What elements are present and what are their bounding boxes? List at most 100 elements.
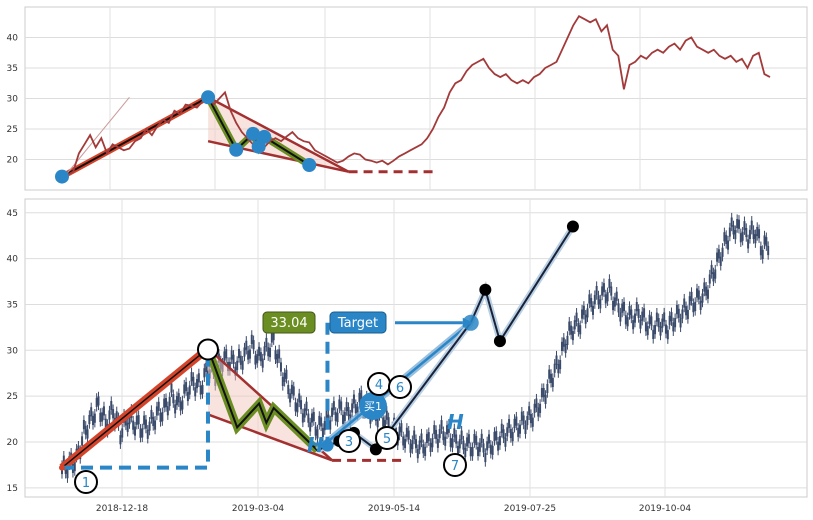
candle-body (710, 264, 713, 275)
candle-body (540, 388, 543, 398)
candle-body (146, 429, 149, 439)
candle-body (269, 347, 272, 358)
candle-body (679, 318, 682, 328)
candle-body (427, 432, 430, 442)
candle-body (637, 308, 640, 319)
candle-body (438, 429, 441, 439)
candle-body (203, 368, 206, 378)
candle-body (732, 225, 735, 235)
price-box: 33.04 (262, 311, 316, 334)
candle-body (688, 296, 691, 306)
candle-body (141, 428, 144, 438)
bottom-breakout-point (321, 439, 334, 452)
candle-body (194, 387, 197, 397)
candle-body (290, 384, 293, 394)
candle-body (185, 382, 188, 392)
candle-body (734, 230, 737, 240)
candle-body (533, 403, 536, 413)
candle-body (168, 396, 171, 407)
candle-body (495, 430, 498, 441)
candle-body (279, 362, 282, 372)
candle-body (592, 305, 594, 315)
candle-body (433, 425, 436, 435)
candle-body (424, 446, 427, 456)
candle-body (239, 355, 242, 365)
candle-body (573, 320, 576, 330)
candle-body (566, 335, 569, 346)
candle-body (416, 449, 419, 459)
candle-body (230, 350, 233, 360)
candle-body (570, 325, 573, 335)
candle-body (183, 384, 186, 394)
candle-body (646, 325, 649, 336)
top-pattern-point (55, 169, 69, 184)
candle-body (714, 269, 717, 279)
candle-body (422, 444, 425, 454)
candle-body (278, 349, 281, 359)
top-y-tick-label: 25 (7, 125, 18, 135)
bottom-y-axis-ticks: 15 20 25 30 35 40 45 (7, 209, 19, 494)
candle-body (332, 401, 335, 411)
candle-body (520, 411, 523, 421)
candle-body (336, 412, 339, 423)
wave-number-1: 1 (74, 470, 98, 494)
bottom-x-tick-label: 2019-10-04 (639, 504, 692, 514)
candle-body (579, 325, 582, 335)
candle-body (161, 412, 164, 422)
candle-body (655, 312, 658, 322)
candle-body (608, 278, 611, 289)
candle-body (546, 383, 549, 394)
candle-body (493, 431, 496, 442)
candle-body (737, 219, 740, 229)
candle-body (243, 347, 246, 357)
candle-body (181, 400, 184, 410)
candle-body (358, 392, 361, 402)
candle-body (425, 433, 428, 444)
candle-body (360, 390, 363, 400)
target-box: Target (329, 311, 387, 334)
candle-body (312, 412, 315, 422)
candle-body (469, 447, 472, 457)
candle-body (241, 360, 244, 370)
bottom-y-tick-label: 45 (7, 209, 18, 219)
candle-body (500, 423, 503, 433)
candle-body (309, 422, 312, 432)
bottom-x-tick-label: 2019-07-25 (504, 504, 556, 514)
candle-body (502, 429, 505, 439)
candle-body (761, 249, 764, 260)
candle-body (550, 373, 553, 383)
candle-body (515, 416, 518, 426)
top-y-tick-label: 30 (7, 95, 19, 105)
candle-body (259, 352, 262, 362)
candle-body (250, 334, 253, 344)
candle-body (303, 408, 306, 418)
candle-body (92, 415, 95, 426)
buy-marker: 买1 (359, 392, 387, 420)
top-pattern-point (246, 126, 261, 141)
candle-body (400, 423, 403, 433)
candle-body (683, 298, 686, 308)
candle-body (163, 398, 166, 408)
candle-body (674, 318, 677, 328)
candle-body (626, 317, 629, 327)
candle-body (287, 384, 290, 395)
candle-body (456, 445, 459, 456)
wave-number-4-label: 4 (375, 378, 383, 393)
top-pattern-points (55, 90, 317, 184)
candle-body (440, 420, 443, 430)
candle-body (418, 440, 421, 450)
candle-body (272, 331, 275, 341)
candle-body (752, 229, 755, 240)
candle-body (354, 404, 357, 414)
bottom-lower-trendline (207, 413, 333, 462)
candle-body (318, 415, 321, 426)
candle-body (451, 438, 454, 448)
candle-body (712, 272, 715, 282)
candle-body (619, 312, 622, 322)
price-box-label: 33.04 (270, 316, 307, 331)
candle-body (681, 309, 684, 319)
candle-body (402, 436, 405, 446)
bottom-wave-point (493, 335, 506, 348)
candle-body (590, 297, 593, 308)
bottom-wave-point (566, 220, 579, 233)
